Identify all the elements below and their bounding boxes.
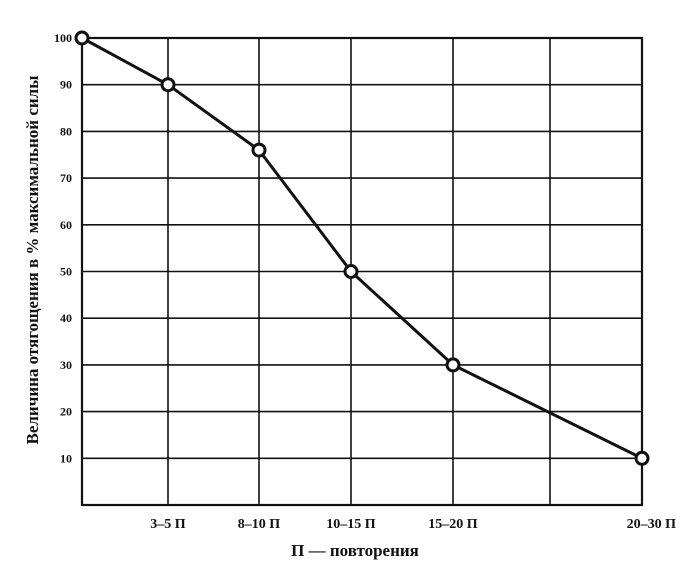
series bbox=[81, 36, 643, 460]
plot-border bbox=[80, 36, 644, 507]
y-tick-labels: 10 20 30 40 50 60 70 80 90 100 bbox=[54, 31, 72, 465]
data-point bbox=[74, 30, 90, 46]
x-tick-label: 3–5 П bbox=[150, 517, 186, 532]
data-point bbox=[343, 264, 359, 279]
y-tick-label: 40 bbox=[60, 311, 72, 325]
y-axis-label: Величина отягощения в % максимальной сил… bbox=[23, 76, 42, 445]
y-tick-label: 90 bbox=[60, 78, 72, 92]
x-tick-label: 20–30 П bbox=[627, 517, 677, 532]
x-tick-label: 8–10 П bbox=[238, 517, 281, 532]
y-tick-label: 30 bbox=[60, 358, 72, 372]
x-tick-label: 10–15 П bbox=[326, 517, 376, 532]
x-axis-label: П — повторения bbox=[291, 541, 419, 560]
y-tick-label: 50 bbox=[60, 265, 72, 279]
points bbox=[74, 30, 650, 466]
grid bbox=[82, 38, 642, 505]
y-tick-label: 80 bbox=[60, 124, 72, 138]
data-point bbox=[160, 77, 176, 93]
y-tick-label: 100 bbox=[54, 31, 72, 45]
data-point bbox=[251, 142, 267, 158]
x-tick-label: 15–20 П bbox=[428, 517, 478, 532]
x-tick-labels: 3–5 П 8–10 П 10–15 П 15–20 П 20–30 П bbox=[150, 517, 676, 532]
series-line bbox=[81, 36, 643, 460]
y-tick-label: 60 bbox=[60, 218, 72, 232]
y-tick-label: 10 bbox=[60, 451, 72, 465]
y-tick-label: 70 bbox=[60, 171, 72, 185]
plot-frame bbox=[80, 36, 644, 507]
data-point bbox=[445, 357, 461, 373]
data-point bbox=[634, 450, 650, 466]
y-tick-label: 20 bbox=[60, 405, 72, 419]
